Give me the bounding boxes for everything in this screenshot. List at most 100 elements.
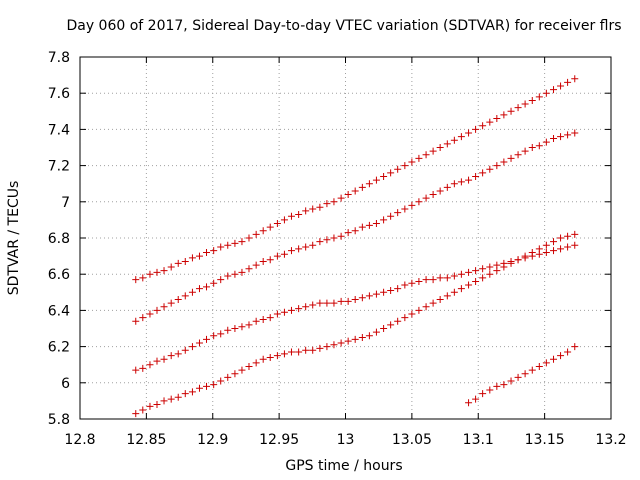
data-point: [153, 268, 161, 276]
data-point: [302, 243, 310, 251]
data-point: [160, 303, 168, 311]
data-point: [436, 144, 444, 151]
data-point: [500, 263, 508, 271]
data-point: [550, 355, 558, 363]
data-point: [450, 288, 458, 296]
data-point: [465, 281, 473, 289]
data-point: [316, 238, 324, 246]
data-point: [344, 229, 352, 237]
data-point: [493, 115, 501, 123]
x-tick-label: 12.85: [126, 432, 166, 448]
data-point: [465, 399, 473, 407]
data-point: [153, 306, 161, 314]
data-point: [564, 131, 572, 139]
data-point: [351, 187, 359, 195]
data-point: [330, 198, 338, 206]
y-tick-label: 7.8: [48, 50, 70, 66]
data-point: [358, 223, 366, 231]
data-point: [295, 348, 303, 356]
data-point: [139, 314, 147, 322]
data-point: [493, 382, 501, 390]
data-point: [295, 210, 303, 218]
data-point: [387, 169, 395, 177]
y-tick-label: 5.8: [48, 412, 70, 428]
data-point: [231, 370, 239, 378]
data-point: [245, 363, 253, 371]
data-point: [472, 267, 480, 275]
data-point: [273, 252, 281, 260]
x-axis-label: GPS time / hours: [285, 458, 402, 474]
data-point: [330, 341, 338, 349]
data-point: [443, 292, 451, 300]
x-tick-label: 13.15: [525, 432, 565, 448]
x-tick-labels: 12.8 12.85 12.9 12.95 13 13.05 13.1 13.15 13.2: [64, 432, 626, 448]
data-point: [521, 100, 529, 108]
data-point: [443, 140, 451, 148]
chart-title: Day 060 of 2017, Sidereal Day-to-day VTE…: [66, 18, 621, 34]
data-point: [210, 332, 218, 340]
data-point: [160, 267, 168, 275]
data-point: [210, 381, 218, 389]
data-point: [535, 363, 543, 371]
data-point: [203, 335, 211, 343]
data-point: [181, 258, 189, 266]
data-point: [500, 381, 508, 389]
data-point: [351, 335, 359, 343]
data-point: [266, 353, 274, 361]
data-point: [571, 241, 579, 249]
data-point: [571, 230, 579, 238]
data-point: [542, 248, 550, 256]
data-point: [457, 270, 465, 278]
data-point: [457, 133, 465, 141]
data-point: [394, 209, 402, 217]
data-point: [132, 366, 140, 374]
series-trace-5: [465, 343, 579, 407]
data-point: [571, 75, 579, 83]
data-point: [465, 176, 473, 184]
data-point: [280, 350, 288, 358]
data-point: [245, 321, 253, 329]
data-point: [238, 323, 246, 331]
y-tick-label: 6.6: [48, 267, 70, 283]
data-point: [174, 393, 182, 401]
data-point: [358, 294, 366, 302]
data-point: [351, 227, 359, 235]
data-point: [337, 232, 345, 240]
data-point: [351, 296, 359, 304]
data-point: [394, 317, 402, 325]
data-point: [564, 243, 572, 251]
data-point: [372, 290, 380, 298]
data-point: [224, 326, 232, 334]
data-point: [259, 227, 267, 235]
data-point: [486, 118, 494, 126]
data-point: [287, 348, 295, 356]
data-point: [167, 395, 175, 403]
data-point: [273, 310, 281, 318]
data-point: [203, 248, 211, 256]
data-point: [323, 236, 331, 244]
data-point: [309, 346, 317, 354]
data-point: [372, 176, 380, 184]
data-point: [330, 234, 338, 242]
data-point: [415, 154, 423, 162]
data-point: [450, 136, 458, 144]
data-point: [188, 343, 196, 351]
data-point: [550, 247, 558, 255]
data-point: [550, 134, 558, 142]
data-point: [365, 292, 373, 300]
data-point: [535, 142, 543, 150]
data-point: [344, 191, 352, 199]
data-point: [224, 373, 232, 381]
data-point: [330, 299, 338, 307]
data-point: [337, 339, 345, 347]
data-point: [210, 279, 218, 287]
data-point: [238, 268, 246, 276]
data-point: [302, 303, 310, 311]
data-point: [557, 82, 565, 90]
data-point: [564, 232, 572, 240]
data-point: [287, 247, 295, 255]
data-point: [457, 178, 465, 186]
data-point: [514, 256, 522, 264]
data-point: [571, 129, 579, 137]
data-point: [139, 364, 147, 372]
